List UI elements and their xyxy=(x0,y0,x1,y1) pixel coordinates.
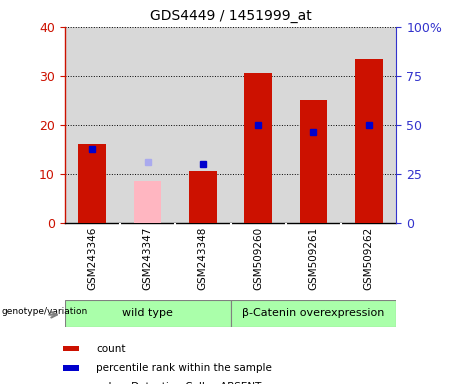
Text: GSM243346: GSM243346 xyxy=(87,227,97,290)
Text: GSM509261: GSM509261 xyxy=(308,227,319,290)
Text: percentile rank within the sample: percentile rank within the sample xyxy=(96,363,272,373)
Bar xyxy=(64,346,79,351)
Title: GDS4449 / 1451999_at: GDS4449 / 1451999_at xyxy=(150,9,311,23)
Text: count: count xyxy=(96,344,125,354)
Bar xyxy=(189,171,217,223)
Text: genotype/variation: genotype/variation xyxy=(1,308,88,316)
Bar xyxy=(230,300,396,327)
Bar xyxy=(78,144,106,223)
Text: wild type: wild type xyxy=(122,308,173,318)
Bar xyxy=(65,300,230,327)
Bar xyxy=(355,59,383,223)
Text: β-Catenin overexpression: β-Catenin overexpression xyxy=(242,308,384,318)
Bar xyxy=(134,181,161,223)
Text: GSM243348: GSM243348 xyxy=(198,227,208,290)
Text: GSM243347: GSM243347 xyxy=(142,227,153,290)
Bar xyxy=(244,73,272,223)
Text: value, Detection Call = ABSENT: value, Detection Call = ABSENT xyxy=(96,382,261,384)
Bar xyxy=(300,100,327,223)
Text: GSM509262: GSM509262 xyxy=(364,227,374,290)
Bar xyxy=(64,365,79,371)
Text: GSM509260: GSM509260 xyxy=(253,227,263,290)
